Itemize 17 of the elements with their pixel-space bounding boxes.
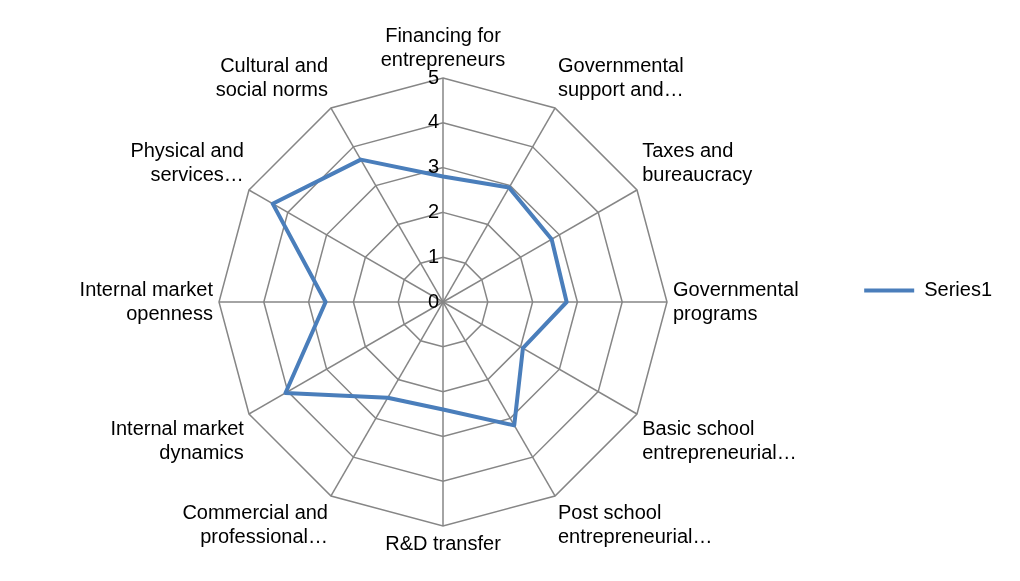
spoke-label: Basic school entrepreneurial… (642, 416, 797, 463)
spoke-label: Physical and services… (130, 138, 244, 185)
y-tick-label: 2 (427, 199, 439, 222)
spoke-label: Internal market openness (79, 277, 214, 324)
y-tick-label: 3 (427, 155, 439, 178)
y-tick-label: 1 (427, 244, 439, 267)
legend-label: Series1 (924, 278, 992, 301)
spoke-label: Cultural and social norms (215, 54, 328, 101)
spoke-label: Governmental support and… (558, 54, 684, 101)
spoke-label: Governmental programs (673, 277, 799, 324)
spoke-label: Post school entrepreneurial… (558, 500, 713, 547)
spoke-label: Internal market dynamics (110, 416, 245, 463)
spoke-label: Commercial and professional… (182, 500, 328, 547)
spoke-label: R&D transfer (385, 531, 502, 554)
y-tick-label: 4 (427, 110, 439, 133)
spoke-label: Taxes and bureaucracy (642, 138, 753, 185)
y-tick-label: 0 (427, 289, 439, 312)
